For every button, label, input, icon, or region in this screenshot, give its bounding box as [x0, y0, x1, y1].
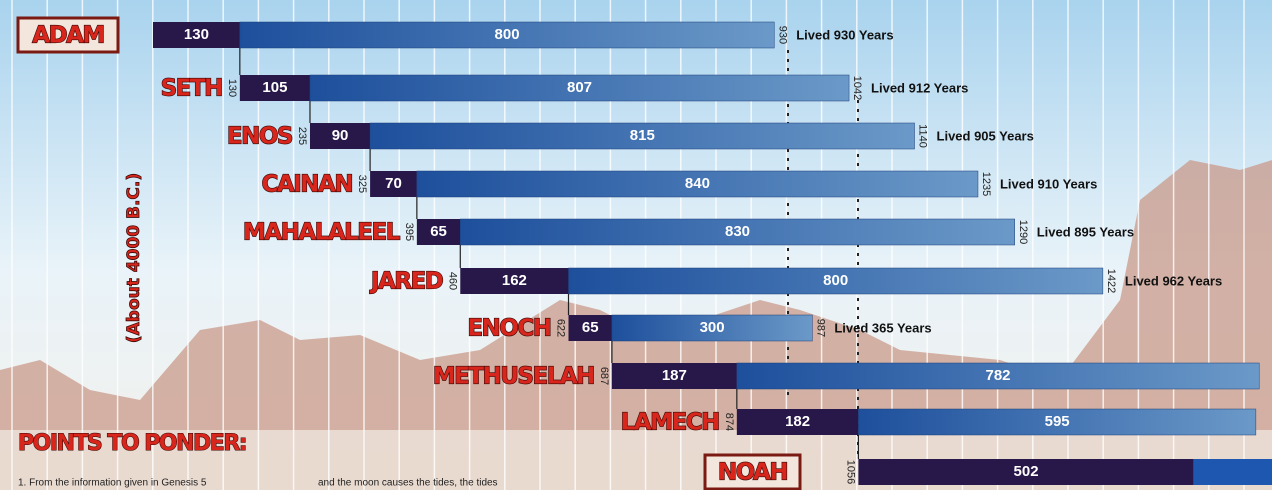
bar-value: 105 [262, 79, 287, 96]
bar-value: 65 [582, 319, 599, 336]
bar-value: 70 [385, 175, 402, 192]
end-year: 1042 [851, 76, 863, 100]
lived-label: Lived 905 Years [937, 128, 1034, 143]
page: {"side_label": "(About 4000 B.C.)", "row… [0, 0, 1272, 490]
name: NOAH [718, 460, 787, 486]
start-year: 235 [296, 127, 308, 145]
ponder-title: POINTS TO PONDER: [18, 431, 246, 456]
chart: (About 4000 B.C.) POINTS TO PONDER: 1. F… [0, 0, 1272, 490]
bar-value: 90 [332, 127, 349, 144]
bar-after [1194, 459, 1272, 485]
start-year: 622 [555, 319, 567, 337]
end-year: 987 [814, 319, 826, 337]
bar-value: 595 [1045, 413, 1070, 430]
end-year: 1290 [1017, 220, 1029, 244]
end-year: 1140 [917, 124, 929, 148]
name: LAMECH [621, 410, 719, 436]
side-label: (About 4000 B.C.) [124, 173, 144, 343]
start-year: 395 [403, 223, 415, 241]
lived-label: Lived 365 Years [834, 320, 931, 335]
end-year: 1422 [1105, 269, 1117, 293]
name: ENOS [227, 124, 292, 150]
lived-label: Lived 895 Years [1037, 224, 1134, 239]
name: CAINAN [262, 172, 353, 198]
bar-value: 815 [630, 127, 655, 144]
name: JARED [369, 269, 443, 295]
bar-value: 807 [567, 79, 592, 96]
lived-label: Lived 930 Years [796, 27, 893, 42]
name: METHUSELAH [433, 364, 594, 390]
ponder-line: 1. From the information given in Genesis… [18, 478, 207, 489]
end-year: 1235 [980, 172, 992, 196]
bar-value: 782 [986, 367, 1011, 384]
bar-value: 130 [184, 26, 209, 43]
start-year: 460 [446, 272, 458, 290]
bar-value: 830 [725, 223, 750, 240]
start-year: 130 [226, 79, 238, 97]
start-year: 325 [356, 175, 368, 193]
name: ADAM [32, 23, 104, 49]
start-year: 1056 [845, 460, 857, 484]
lived-label: Lived 910 Years [1000, 176, 1097, 191]
name: ENOCH [467, 316, 550, 342]
name: MAHALALEEL [243, 220, 401, 246]
start-year: 687 [598, 367, 610, 385]
end-year: 930 [776, 26, 788, 44]
bar-value: 800 [495, 26, 520, 43]
start-year: 874 [723, 413, 735, 431]
bar-value: 162 [502, 272, 527, 289]
bar-value: 840 [685, 175, 710, 192]
lived-label: Lived 912 Years [871, 80, 968, 95]
bar-value: 182 [785, 413, 810, 430]
bar-value: 65 [430, 223, 447, 240]
ponder-line: and the moon causes the tides, the tides [318, 478, 498, 489]
bar-value: 187 [662, 367, 687, 384]
bar-value: 300 [700, 319, 725, 336]
bar-value: 800 [823, 272, 848, 289]
name: SETH [161, 76, 222, 102]
bar-value: 502 [1014, 463, 1039, 480]
lived-label: Lived 962 Years [1125, 273, 1222, 288]
